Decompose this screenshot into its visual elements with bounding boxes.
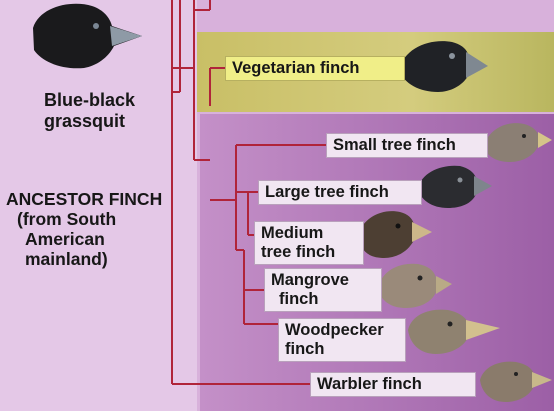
woodpecker-finch-line2: finch bbox=[285, 340, 325, 358]
medium-tree-finch-head bbox=[358, 211, 432, 258]
medium-tree-finch-line2: tree finch bbox=[261, 243, 336, 261]
small-tree-finch-name: Small tree finch bbox=[333, 136, 456, 154]
woodpecker-finch-line1: Woodpecker bbox=[285, 321, 384, 339]
large-tree-finch-head bbox=[418, 165, 492, 208]
vegetarian-finch-label: Vegetarian finch bbox=[225, 56, 405, 81]
mangrove-finch-head bbox=[378, 263, 452, 308]
ancestor-note-line2: American bbox=[25, 229, 105, 249]
mangrove-finch-line2: finch bbox=[279, 290, 319, 308]
warbler-finch-label: Warbler finch bbox=[310, 372, 476, 397]
outgroup-label: Blue-black grassquit bbox=[36, 90, 186, 132]
large-tree-finch-label: Large tree finch bbox=[258, 180, 422, 205]
small-tree-finch-head bbox=[484, 123, 552, 162]
warbler-finch-name: Warbler finch bbox=[317, 375, 422, 393]
large-tree-finch-name: Large tree finch bbox=[265, 183, 389, 201]
small-tree-finch-label: Small tree finch bbox=[326, 133, 488, 158]
medium-tree-finch-label: Medium tree finch bbox=[254, 221, 364, 265]
outgroup-label-line2: grassquit bbox=[44, 111, 126, 131]
woodpecker-finch-label: Woodpecker finch bbox=[278, 318, 406, 362]
ancestor-label: ANCESTOR FINCH (from South American main… bbox=[6, 189, 176, 269]
vegetarian-finch-head bbox=[399, 41, 488, 92]
ancestor-title: ANCESTOR FINCH bbox=[6, 189, 163, 209]
ancestor-note-line1: (from South bbox=[17, 209, 117, 229]
outgroup-label-line1: Blue-black bbox=[44, 90, 136, 110]
ancestor-note-line3: mainland) bbox=[25, 249, 108, 269]
mangrove-finch-line1: Mangrove bbox=[271, 271, 349, 289]
warbler-finch-head bbox=[480, 361, 552, 402]
woodpecker-finch-head bbox=[408, 309, 500, 354]
vegetarian-finch-name: Vegetarian finch bbox=[232, 59, 360, 77]
medium-tree-finch-line1: Medium bbox=[261, 224, 324, 242]
grassquit-head bbox=[33, 3, 142, 69]
mangrove-finch-label: Mangrove finch bbox=[264, 268, 382, 312]
